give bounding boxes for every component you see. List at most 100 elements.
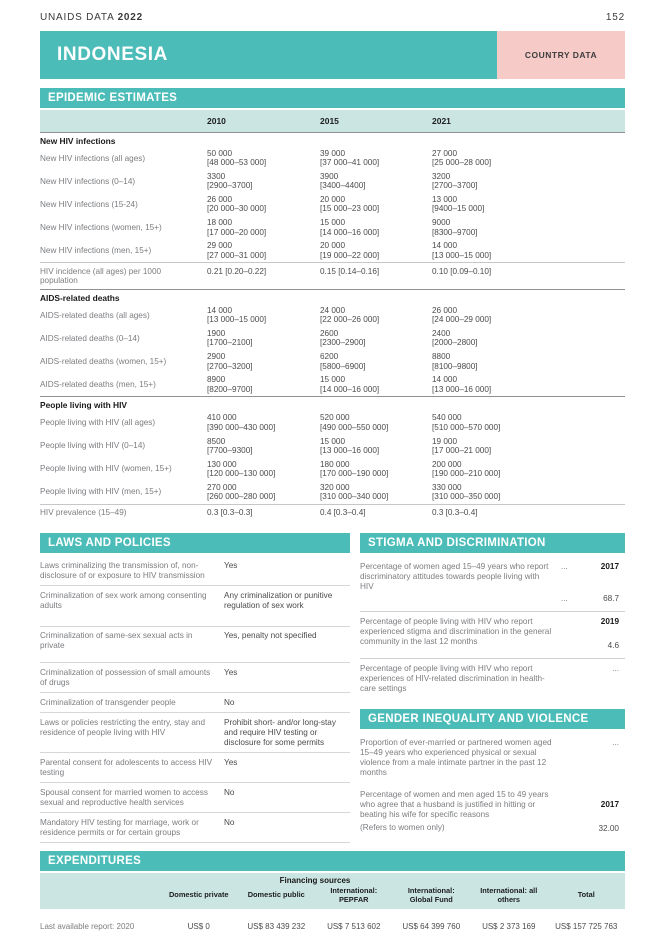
range-2010: [1700–2100]: [207, 338, 253, 348]
range-2021: [9400–15 000]: [432, 204, 485, 214]
financing-sources-label: Financing sources: [279, 876, 351, 886]
stigma-discrimination-header: STIGMA AND DISCRIMINATION: [360, 533, 625, 554]
country-data-badge: COUNTRY DATA: [497, 31, 625, 79]
value-2021: 540 000: [432, 413, 462, 423]
table-row: People living with HIV (women, 15+) 130 …: [40, 458, 625, 481]
range-2015: [14 000–16 000]: [320, 227, 380, 237]
value-2010: 270 000: [207, 482, 237, 492]
value-international-all-others: US$ 2 373 169: [482, 922, 536, 932]
year-column-2010: 2010: [207, 116, 226, 126]
missing-data-dots: ...: [612, 738, 619, 748]
table-group-header: AIDS-related deaths: [40, 289, 625, 304]
value-2010: 0.21 [0.20–0.22]: [207, 266, 267, 276]
table-row: New HIV infections (15-24) 26 000 [20 000…: [40, 193, 625, 216]
expenditures-header: EXPENDITURES: [40, 851, 625, 872]
epidemic-estimates-header: EPIDEMIC ESTIMATES: [40, 88, 625, 108]
value-2021: 3200: [432, 172, 451, 182]
value-domestic-private: US$ 0: [187, 922, 210, 932]
table-row-hiv-incidence: HIV incidence (all ages) per 1000 popula…: [40, 262, 625, 289]
table-row: AIDS-related deaths (0–14) 1900 [1700–210…: [40, 327, 625, 350]
value-2015: 6200: [320, 352, 339, 362]
table-row-hiv-prevalence: HIV prevalence (15–49) 0.3 [0.3–0.3] 0.4…: [40, 503, 625, 521]
value-2010: 29 000: [207, 241, 233, 251]
data-value: 32.00: [598, 824, 620, 834]
data-value: 4.6: [607, 641, 619, 651]
value-2021: 330 000: [432, 482, 462, 492]
gender-row: Percentage of women and men aged 15 to 4…: [360, 785, 625, 841]
value-2021: 200 000: [432, 459, 462, 469]
range-2021: [190 000–210 000]: [432, 468, 501, 478]
range-2015: [37 000–41 000]: [320, 158, 380, 168]
range-2021: [25 000–28 000]: [432, 158, 492, 168]
laws-table: Laws criminalizing the transmission of, …: [40, 556, 350, 844]
gender-table: Proportion of ever-married or partnered …: [360, 733, 625, 841]
table-row: People living with HIV (0–14) 8500 [7700–…: [40, 435, 625, 458]
value-2010: 0.3 [0.3–0.3]: [207, 508, 253, 518]
range-2010: [390 000–430 000]: [207, 422, 276, 432]
value-2015: 20 000: [320, 195, 346, 205]
range-2021: [8100–9800]: [432, 361, 478, 371]
range-2015: [310 000–340 000]: [320, 492, 389, 502]
table-row: People living with HIV (all ages) 410 00…: [40, 411, 625, 434]
value-2021: 19 000: [432, 436, 458, 446]
value-2021: 14 000: [432, 241, 458, 251]
law-row: Laws criminalizing the transmission of, …: [40, 556, 350, 587]
gender-question: Percentage of women and men aged 15 to 4…: [360, 790, 549, 820]
value-2015: 20 000: [320, 241, 346, 251]
value-2010: 26 000: [207, 195, 233, 205]
year-column-2021: 2021: [432, 116, 451, 126]
report-title-text: UNAIDS DATA: [40, 12, 115, 23]
value-2015: 0.4 [0.3–0.4]: [320, 508, 366, 518]
range-2010: [17 000–20 000]: [207, 227, 267, 237]
range-2015: [490 000–550 000]: [320, 422, 389, 432]
page-number: 152: [605, 12, 625, 23]
table-group-header: New HIV infections: [40, 132, 625, 147]
range-2015: [22 000–26 000]: [320, 315, 380, 325]
gender-inequality-header: GENDER INEQUALITY AND VIOLENCE: [360, 709, 625, 730]
page-header: UNAIDS DATA 2022 152: [40, 12, 625, 23]
range-2021: [310 000–350 000]: [432, 492, 501, 502]
report-title-year: 2022: [117, 12, 144, 23]
value-2015: 15 000: [320, 375, 346, 385]
laws-policies-header: LAWS AND POLICIES: [40, 533, 350, 554]
value-domestic-public: US$ 83 439 232: [247, 922, 306, 932]
gender-row: Proportion of ever-married or partnered …: [360, 738, 619, 778]
stigma-row: Percentage of people living with HIV who…: [360, 664, 619, 694]
range-2021: [24 000–29 000]: [432, 315, 492, 325]
table-row: New HIV infections (men, 15+) 29 000 [27 …: [40, 239, 625, 262]
value-2015: 2600: [320, 329, 339, 339]
range-2021: [510 000–570 000]: [432, 422, 501, 432]
range-2010: [7700–9300]: [207, 445, 253, 455]
value-2015: 15 000: [320, 436, 346, 446]
value-2010: 2900: [207, 352, 226, 362]
range-2021: [17 000–21 000]: [432, 445, 492, 455]
law-row: Criminalization of same-sex sexual acts …: [40, 627, 350, 664]
value-2021: 27 000: [432, 149, 458, 158]
range-2015: [170 000–190 000]: [320, 468, 389, 478]
table-row: New HIV infections (all ages) 50 000 [48 …: [40, 147, 625, 170]
table-row: AIDS-related deaths (all ages) 14 000 [13…: [40, 304, 625, 327]
value-2015: 24 000: [320, 306, 346, 316]
column-total: Total: [577, 890, 595, 900]
stigma-row: Percentage of women aged 15–49 years who…: [360, 557, 625, 613]
range-2021: [13 000–15 000]: [432, 250, 492, 260]
column-international-all-others: International: all others: [480, 886, 538, 904]
value-2010: 8500: [207, 436, 226, 446]
value-2015: 520 000: [320, 413, 350, 423]
value-2021: 0.10 [0.09–0.10]: [432, 266, 492, 276]
range-2010: [20 000–30 000]: [207, 204, 267, 214]
law-row: Criminalization of possession of small a…: [40, 663, 350, 694]
value-2015: 320 000: [320, 482, 350, 492]
value-2010: 130 000: [207, 459, 237, 469]
data-year: 2019: [600, 617, 619, 627]
country-banner: INDONESIA COUNTRY DATA: [40, 31, 625, 79]
law-row: Criminalization of sex work among consen…: [40, 586, 350, 627]
value-2021: 14 000: [432, 375, 458, 385]
range-2015: [15 000–23 000]: [320, 204, 380, 214]
range-2015: [3400–4400]: [320, 181, 366, 191]
table-row: AIDS-related deaths (women, 15+) 2900 [27…: [40, 350, 625, 373]
range-2015: [14 000–16 000]: [320, 384, 380, 394]
stigma-gender-column: STIGMA AND DISCRIMINATION Percentage of …: [360, 533, 625, 843]
value-2021: 0.3 [0.3–0.4]: [432, 508, 478, 518]
